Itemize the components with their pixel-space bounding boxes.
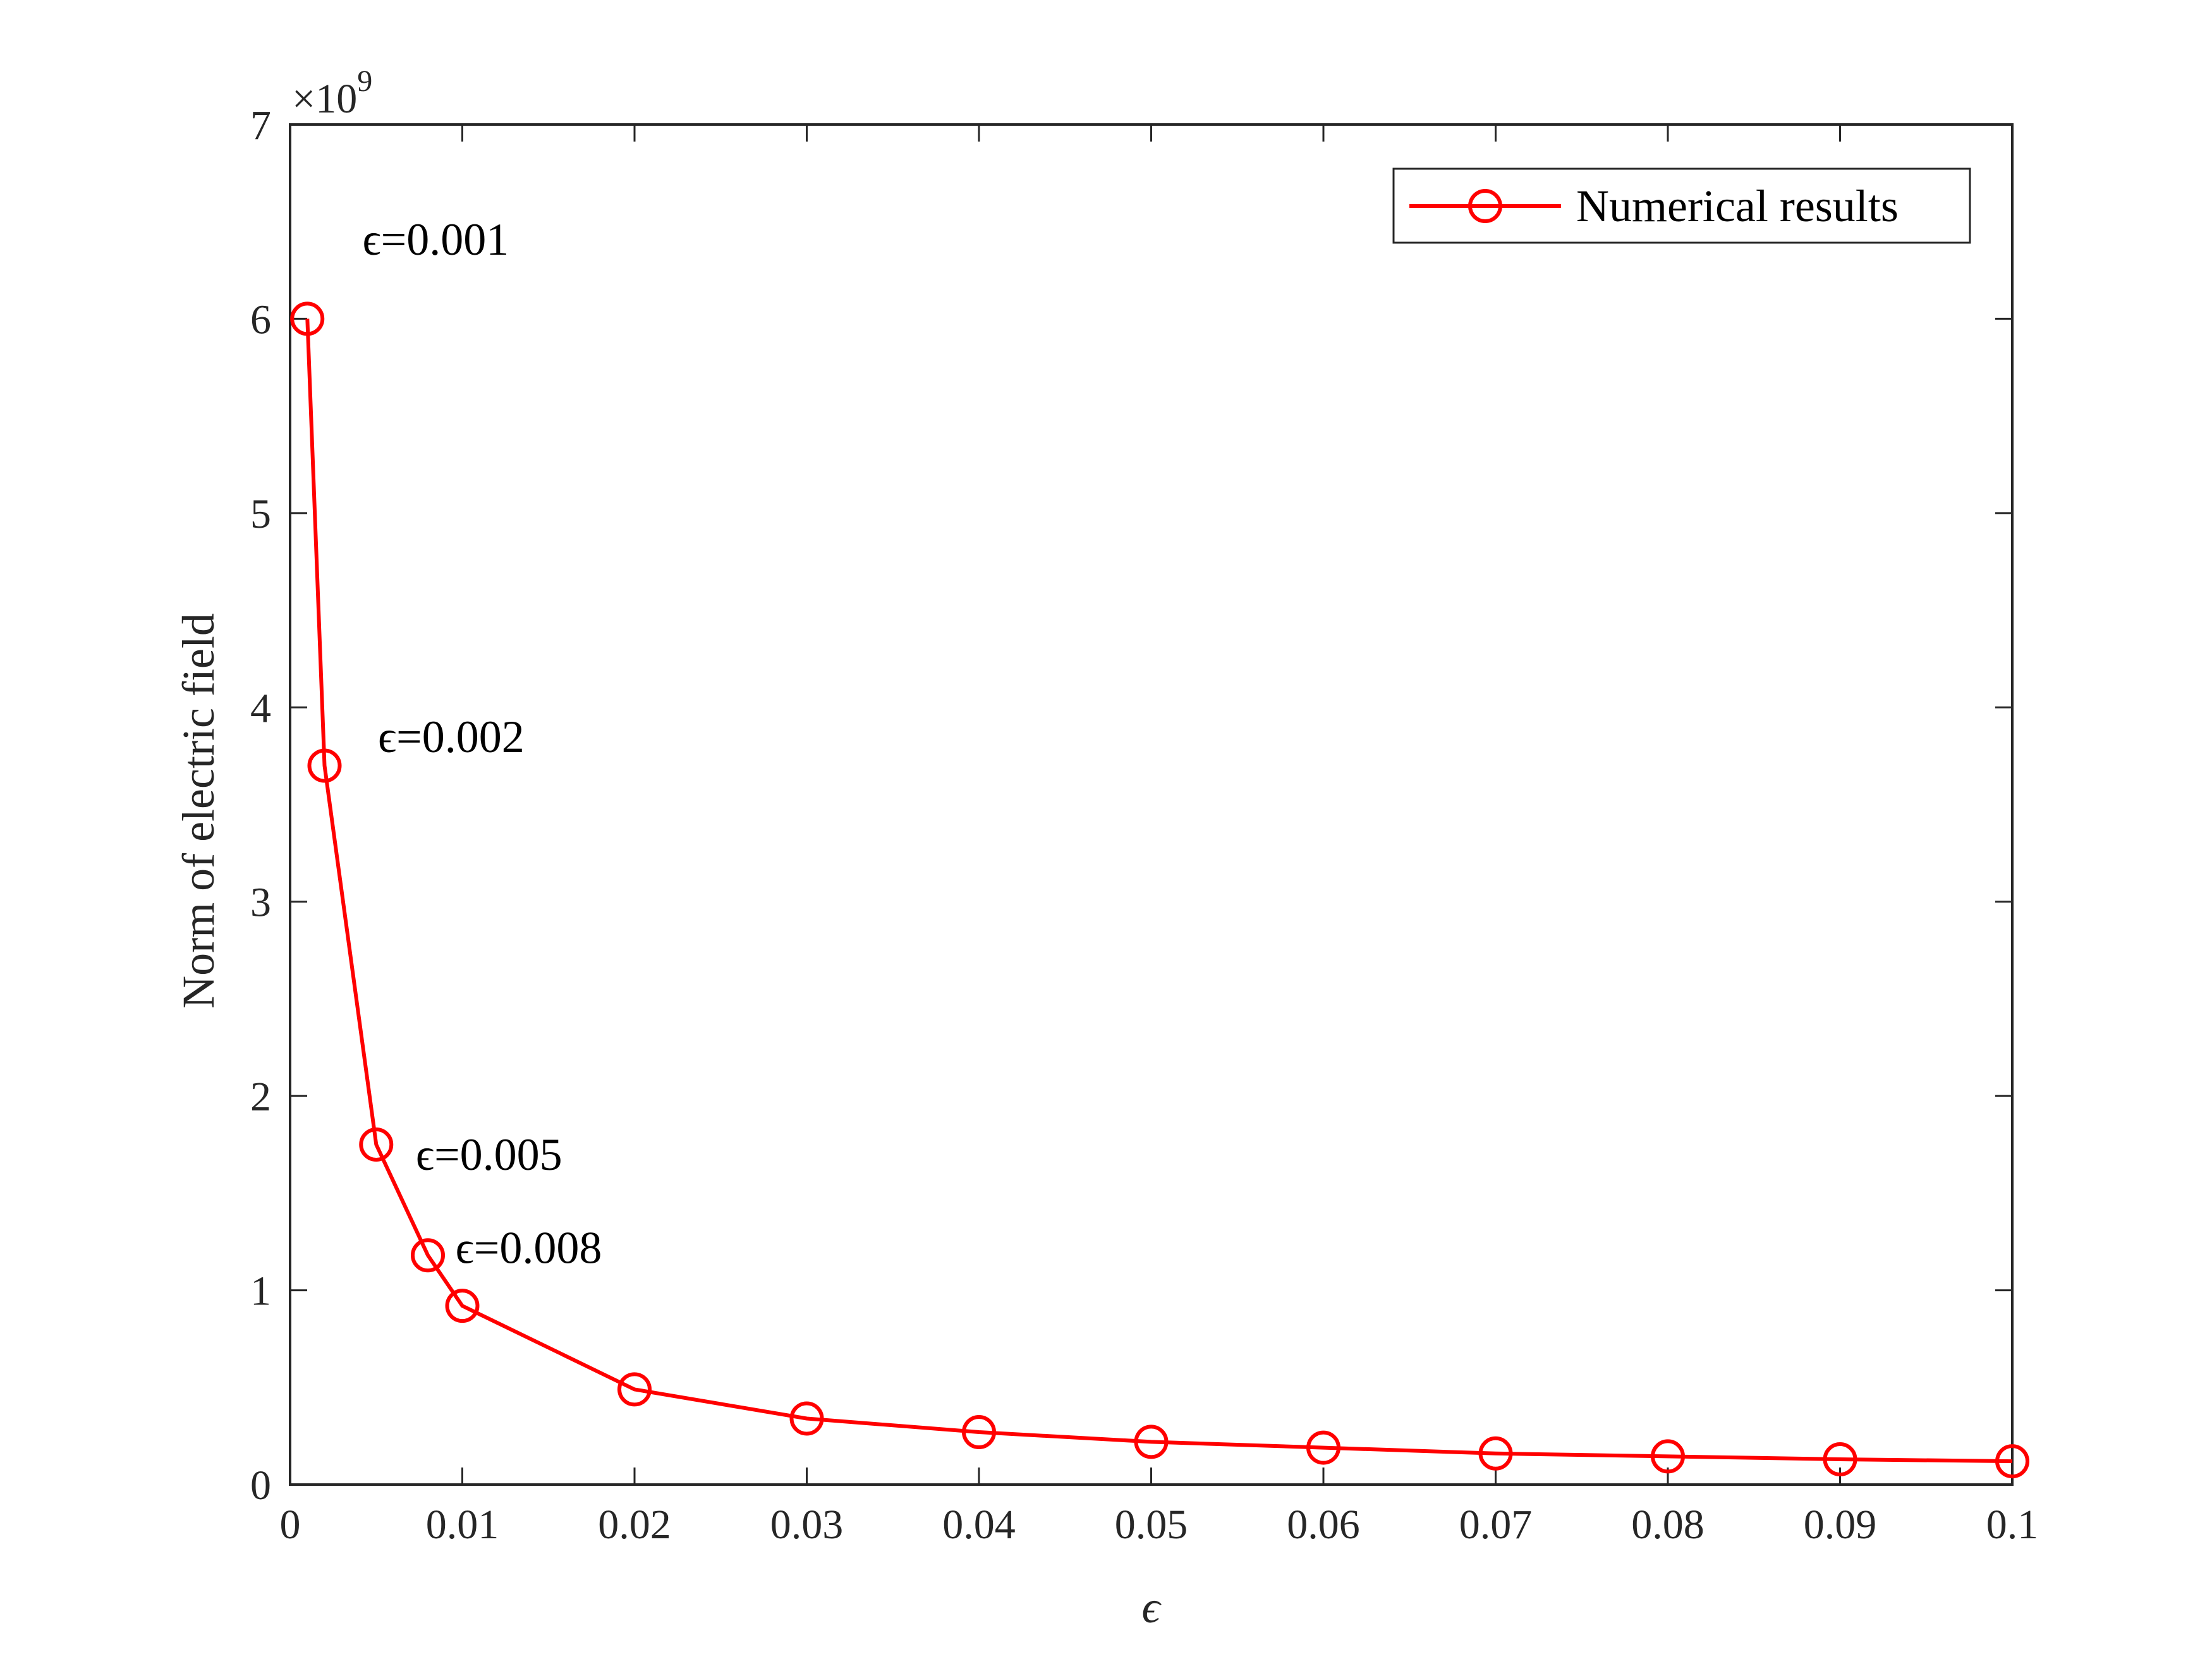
annotation-label: ϵ=0.008: [456, 1223, 602, 1273]
legend: Numerical results: [1392, 167, 1971, 244]
y-tick-label: 3: [250, 880, 271, 926]
annotation-label: ϵ=0.005: [416, 1129, 562, 1180]
data-point: [445, 1289, 480, 1323]
data-point: [1995, 1444, 2029, 1479]
data-point: [789, 1401, 824, 1436]
x-tick-label: 0.08: [1631, 1502, 1705, 1548]
data-point: [1823, 1442, 1857, 1477]
plot-area: [289, 123, 2014, 1486]
x-tick-label: 0: [280, 1502, 301, 1548]
data-point: [1651, 1439, 1685, 1474]
x-tick-label: 0.02: [598, 1502, 671, 1548]
x-tick-label: 0.06: [1287, 1502, 1360, 1548]
x-tick-label: 0.1: [1986, 1502, 2039, 1548]
x-tick-label: 0.04: [942, 1502, 1016, 1548]
annotation-label: ϵ=0.001: [362, 214, 509, 265]
x-tick-label: 0.05: [1115, 1502, 1188, 1548]
y-exponent-label: ×109: [292, 64, 372, 122]
legend-entry-numerical-results: Numerical results: [1576, 181, 1899, 231]
data-point: [290, 301, 325, 336]
data-point: [359, 1127, 394, 1162]
data-point: [411, 1238, 445, 1273]
series-group: [290, 301, 2029, 1479]
y-tick-label: 1: [250, 1268, 271, 1315]
data-point: [1134, 1425, 1169, 1459]
annotation-label: ϵ=0.002: [378, 712, 525, 762]
x-tick-label: 0.03: [770, 1502, 844, 1548]
x-tick-label: 0.01: [426, 1502, 499, 1548]
axis-tick-labels: 0 0.01 0.02 0.03 0.04 0.05 0.06 0.07 0.08 0.09 0.1…: [250, 102, 2038, 1548]
y-tick-label: 5: [250, 491, 271, 537]
y-tick-label: 7: [250, 102, 271, 149]
y-tick-label: 2: [250, 1074, 271, 1120]
y-tick-label: 4: [250, 685, 271, 731]
annotations: ϵ=0.001 ϵ=0.002 ϵ=0.005 ϵ=0.008: [362, 214, 602, 1273]
axis-ticks: [289, 123, 2014, 1486]
x-tick-label: 0.09: [1804, 1502, 1877, 1548]
data-point: [1478, 1436, 1513, 1471]
data-point: [962, 1414, 996, 1449]
x-tick-label: 0.07: [1459, 1502, 1533, 1548]
y-axis-label: Norm of electric field: [173, 613, 224, 1009]
data-point: [307, 748, 342, 783]
series-line: [305, 319, 2013, 1464]
legend-marker: [1468, 189, 1502, 223]
data-point: [617, 1372, 652, 1407]
y-tick-label: 0: [250, 1462, 271, 1509]
data-point: [1306, 1430, 1340, 1465]
y-tick-label: 6: [250, 296, 271, 343]
x-axis-label: ϵ: [1141, 1582, 1162, 1632]
